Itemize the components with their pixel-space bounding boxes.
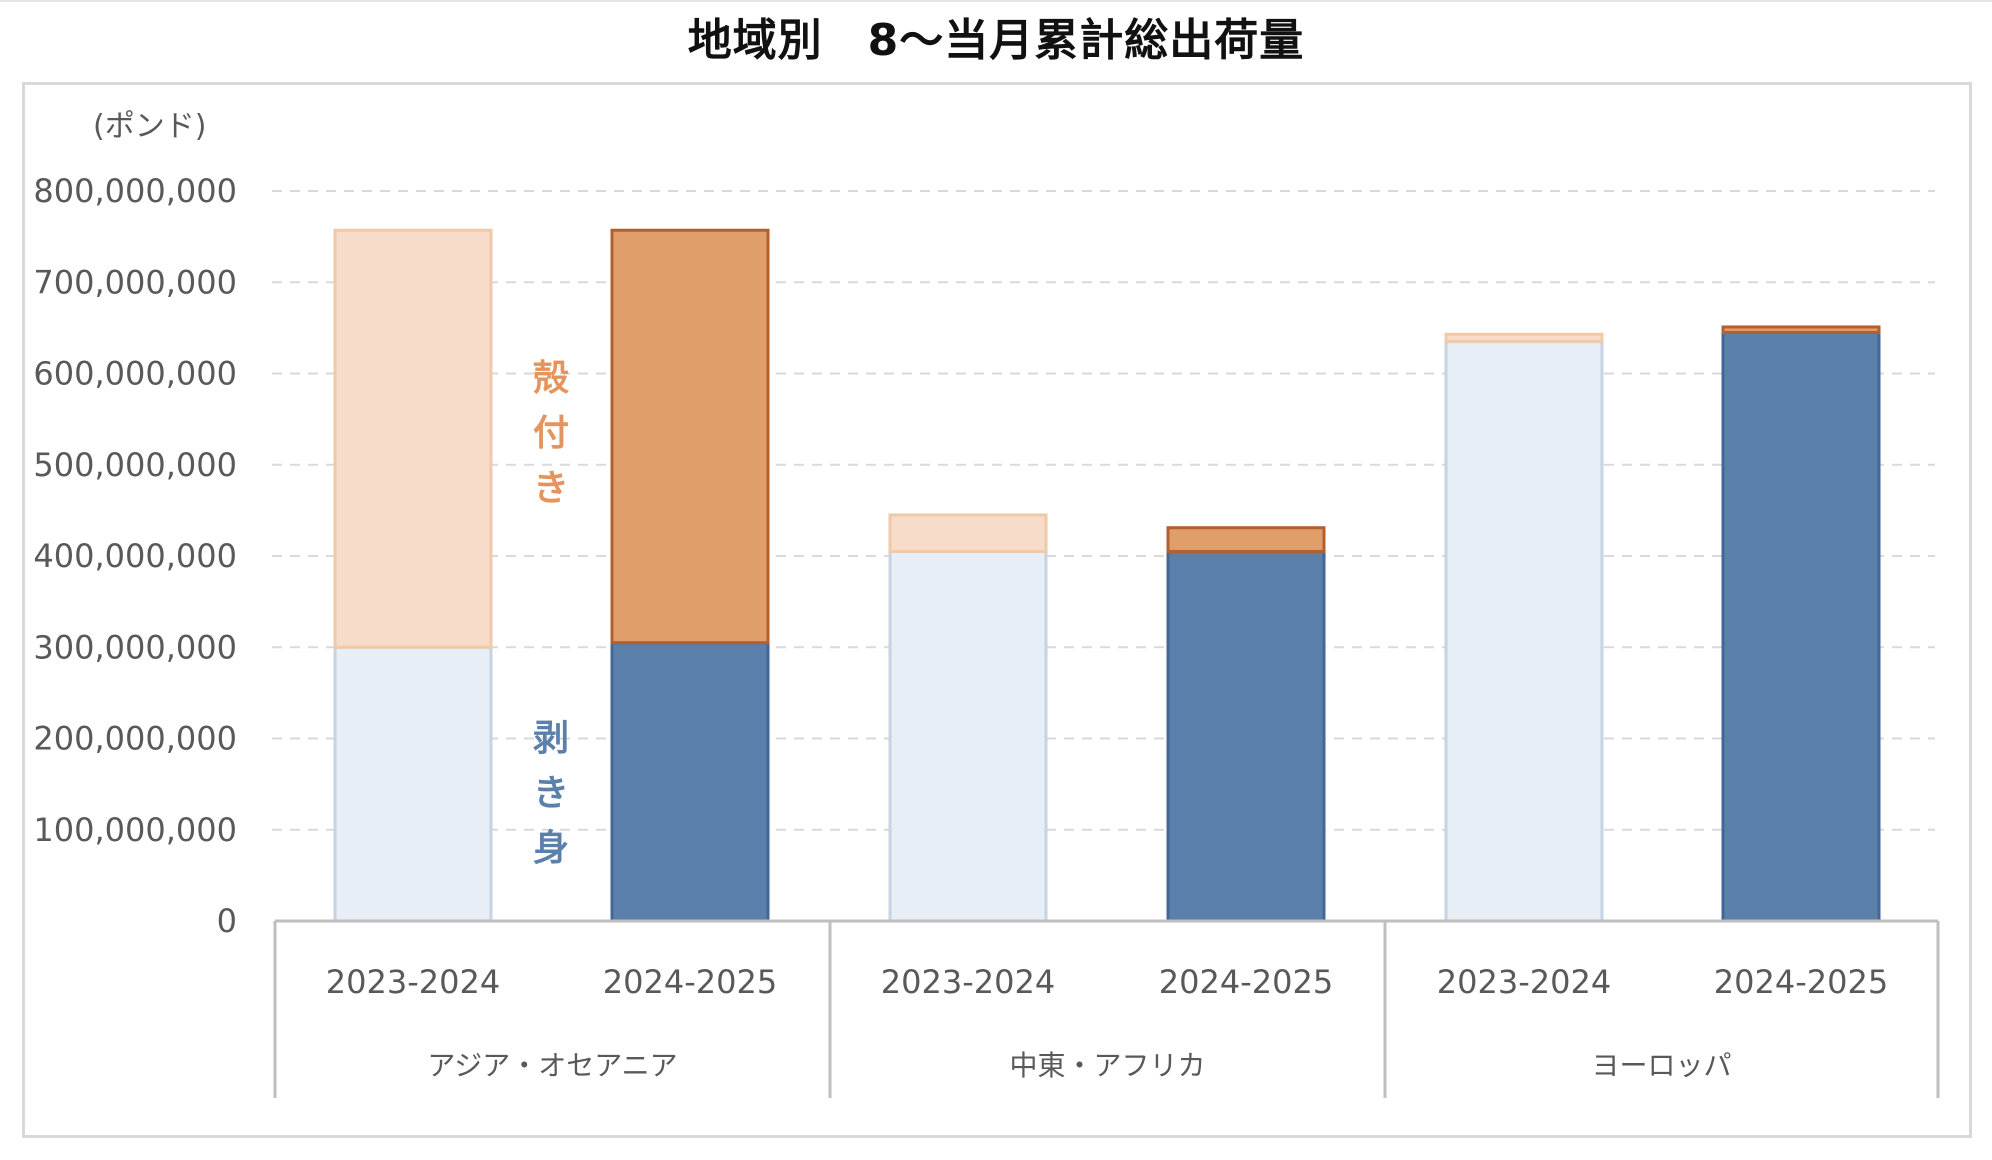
- y-tick-label: 300,000,000: [33, 628, 237, 666]
- x-group-label: 中東・アフリカ: [1009, 1049, 1205, 1082]
- x-tick-label: 2024-2025: [603, 963, 777, 1001]
- x-tick-label: 2024-2025: [1159, 963, 1333, 1001]
- bar-inshell: [888, 513, 1048, 553]
- x-tick-label: 2023-2024: [881, 963, 1055, 1001]
- chart-title: 地域別 8～当月累計総出荷量: [687, 15, 1305, 66]
- top-rule: [0, 0, 1992, 2]
- annotation-char: き: [533, 468, 569, 509]
- annotation-char: き: [533, 773, 569, 814]
- y-tick-label: 200,000,000: [33, 720, 237, 758]
- x-group-label: アジア・オセアニア: [427, 1049, 677, 1082]
- bar-shelled: [1166, 549, 1326, 923]
- bar-shelled: [1721, 330, 1881, 923]
- x-tick-label: 2023-2024: [326, 963, 500, 1001]
- x-group-label: ヨーロッパ: [1591, 1049, 1731, 1082]
- annotation-char: 殻: [533, 358, 570, 399]
- bar-shelled: [1444, 340, 1604, 923]
- annotation-char: 剥: [533, 718, 569, 759]
- annotation-shelled: 剥き身: [533, 718, 569, 869]
- y-tick-label: 0: [217, 902, 237, 940]
- bars: [333, 228, 1881, 923]
- y-tick-label: 800,000,000: [33, 172, 237, 210]
- bar-inshell: [1166, 526, 1326, 553]
- x-tick-label: 2023-2024: [1437, 963, 1611, 1001]
- annotation-inshell: 殻付き: [533, 358, 570, 509]
- gridlines: [272, 190, 1935, 831]
- y-tick-label: 700,000,000: [33, 263, 237, 301]
- annotation-char: 付: [533, 413, 569, 454]
- y-tick-label: 600,000,000: [33, 355, 237, 393]
- y-tick-label: 400,000,000: [33, 537, 237, 575]
- bar-shelled: [610, 641, 770, 923]
- bar-inshell: [1721, 325, 1881, 334]
- annotation-char: 身: [533, 828, 569, 869]
- y-tick-label: 500,000,000: [33, 446, 237, 484]
- x-tick-label: 2024-2025: [1714, 963, 1888, 1001]
- bar-shelled: [333, 645, 493, 923]
- bar-inshell: [610, 228, 770, 645]
- y-tick-labels: 0 100,000,000 200,000,000 300,000,000 400,00…: [33, 172, 237, 940]
- x-axis: 2023-2024 2024-2025 2023-2024 2024-2025 2023…: [273, 919, 1940, 1098]
- bar-inshell: [1444, 332, 1604, 344]
- bar-inshell: [333, 228, 493, 649]
- y-tick-label: 100,000,000: [33, 811, 237, 849]
- y-unit-label: (ポンド): [93, 109, 206, 144]
- bar-shelled: [888, 549, 1048, 923]
